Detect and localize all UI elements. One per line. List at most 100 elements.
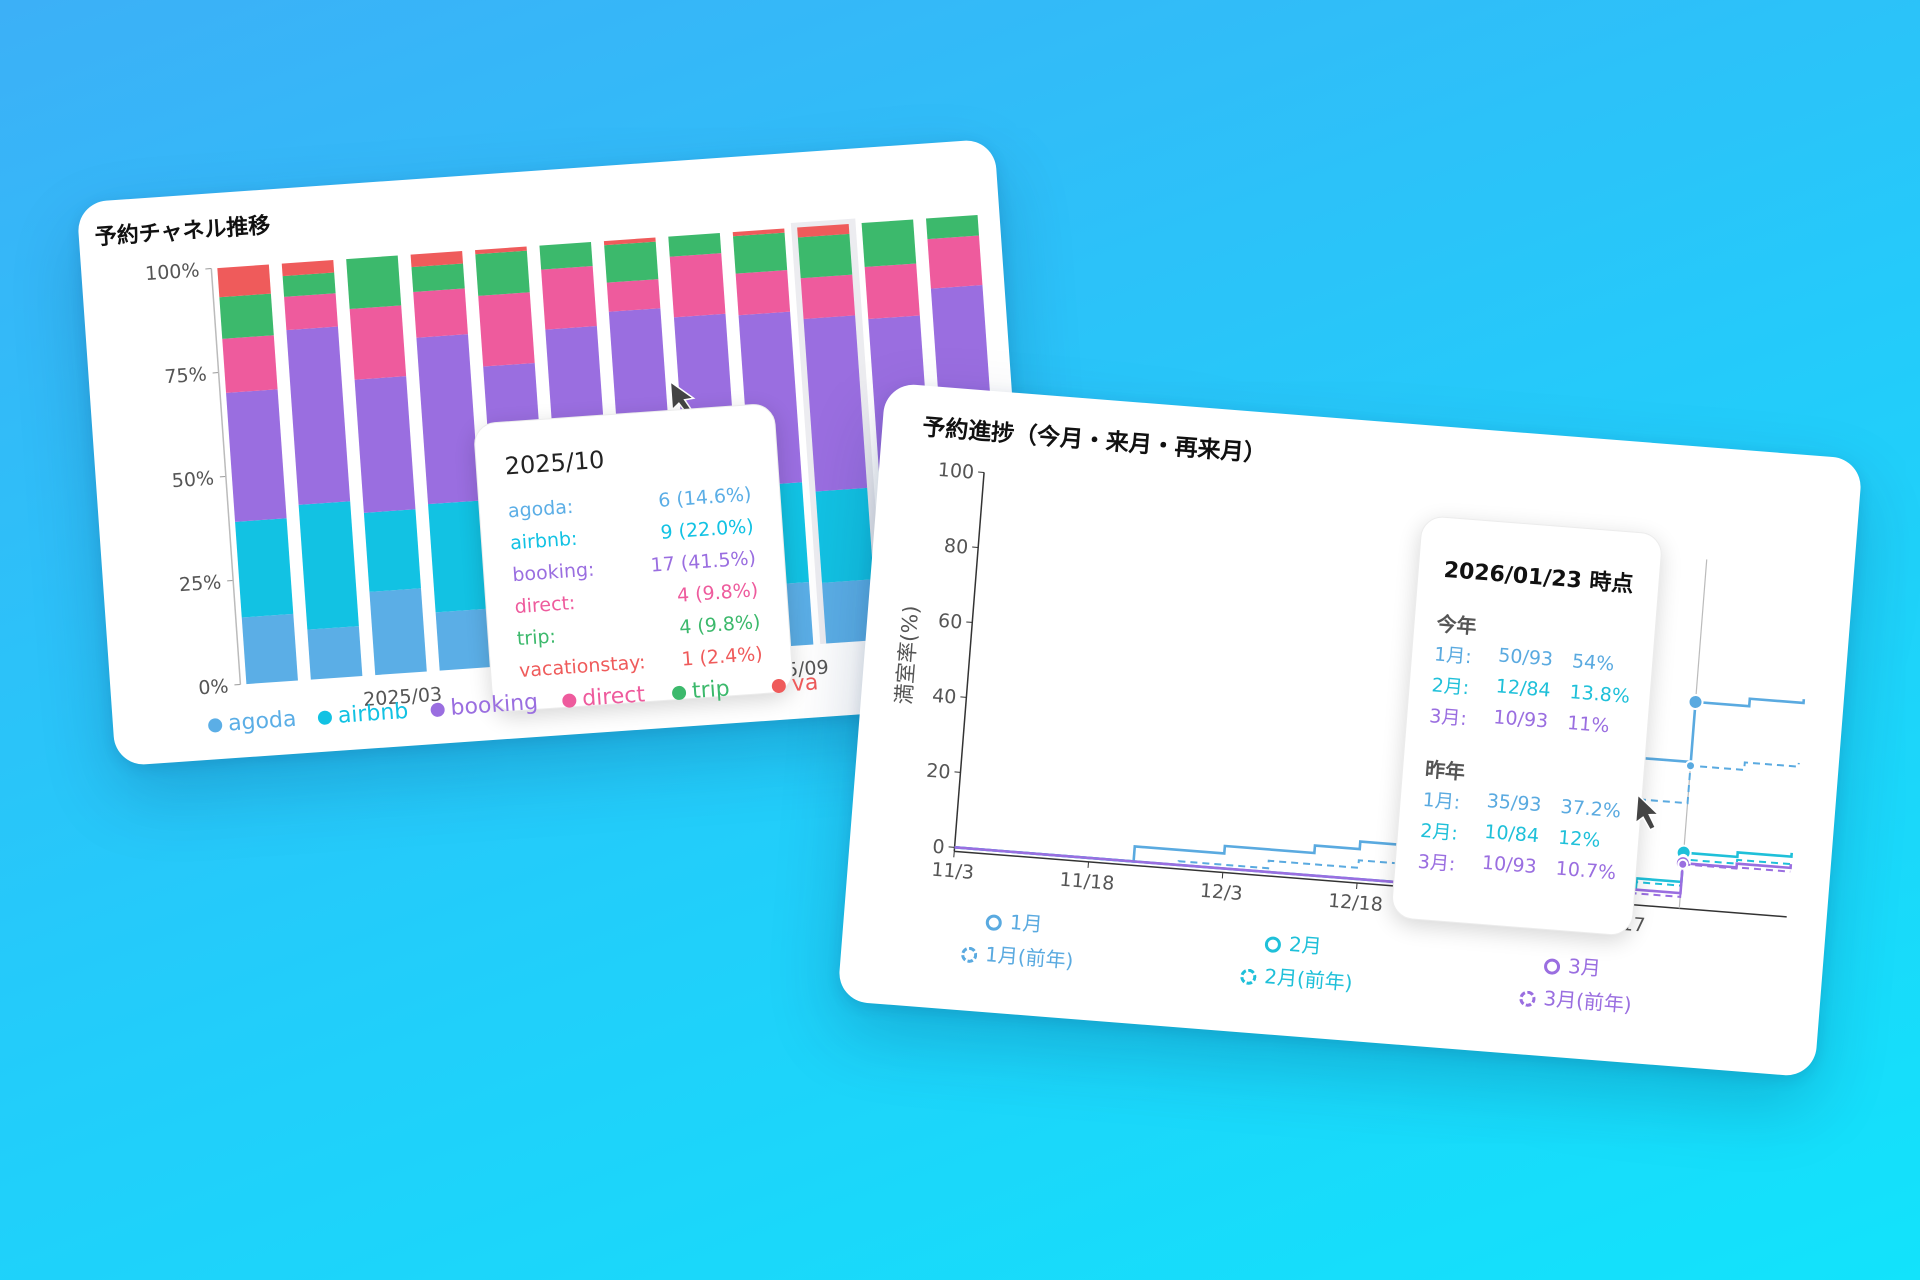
- legend-label: 2月: [1288, 931, 1323, 959]
- series-line-1月(前年): [954, 761, 1800, 870]
- legend-marker: [1264, 935, 1282, 953]
- legend-item: 2月: [1264, 926, 1323, 959]
- bar-segment-trip: [797, 233, 853, 279]
- x-axis: [954, 850, 1787, 918]
- y-tick-label: 20: [925, 760, 951, 784]
- bar-segment-trip: [219, 293, 274, 339]
- tooltip-month: 2025/10: [503, 445, 606, 481]
- tooltip-row: airbnb: 9 (22.0%): [509, 515, 754, 554]
- bar-segment-direct: [478, 292, 535, 367]
- tooltip-row: trip: 4 (9.8%): [516, 611, 761, 650]
- legend-item: 1月: [985, 904, 1044, 937]
- hover-point: [1687, 693, 1704, 710]
- bar-segment-airbnb: [235, 518, 294, 618]
- bar-segment-booking: [286, 326, 351, 505]
- bar-segment-direct: [222, 335, 278, 393]
- tooltip-row-label: airbnb:: [509, 527, 579, 555]
- tooltip-row-value: 4 (9.8%): [678, 611, 762, 639]
- bar-segment-agoda: [435, 608, 492, 671]
- y-tick-label: 40: [931, 685, 957, 709]
- legend-label: agoda: [227, 706, 298, 737]
- bar-segment-direct: [606, 279, 661, 312]
- hover-point: [1685, 760, 1697, 772]
- x-tick-label: 12/3: [1199, 880, 1243, 905]
- legend-label: trip: [691, 676, 731, 704]
- bar-segment-vacationstay: [217, 264, 271, 298]
- legend-dot: [317, 710, 333, 726]
- legend-marker: [1239, 967, 1257, 985]
- tooltip-row-value: 6 (14.6%): [657, 483, 753, 512]
- bar-segment-direct: [864, 263, 920, 320]
- legend-dot: [207, 717, 223, 733]
- bar-segment-agoda: [821, 579, 878, 644]
- bar-segment-direct: [349, 305, 407, 380]
- legend-dot: [430, 702, 446, 718]
- bar-segment-vacationstay: [410, 250, 464, 268]
- bar-segment-airbnb: [363, 509, 421, 592]
- bar-segment-booking: [354, 376, 416, 513]
- bar-segment-direct: [413, 288, 468, 338]
- bar-segment-direct: [284, 293, 338, 331]
- legend-marker: [1518, 989, 1537, 1007]
- legend-dot: [561, 693, 577, 709]
- tooltip-row-value: 9 (22.0%): [659, 515, 755, 544]
- tooltip-row-label: booking:: [511, 558, 596, 587]
- bar-segment-direct: [541, 265, 597, 330]
- progress-chart-card: 予約進捗（今月・来月・再来月） 0 20 40 60 80 100 11/3 11/18 12/…: [837, 382, 1863, 1078]
- x-tick-label: 11/3: [931, 859, 975, 884]
- hover-point: [1677, 858, 1689, 870]
- bar-segment-direct: [669, 253, 726, 318]
- tooltip-row-label: vacationstay:: [518, 651, 647, 683]
- legend-marker: [1543, 957, 1561, 975]
- bar-segment-airbnb: [815, 487, 874, 583]
- bar-segment-trip: [733, 232, 788, 274]
- bar-segment-agoda: [241, 613, 298, 685]
- bar-segment-agoda: [369, 588, 427, 676]
- y-tick-label: 100: [937, 459, 975, 484]
- x-tick-label: 11/18: [1059, 869, 1115, 895]
- tooltip-row-label: direct:: [513, 591, 577, 619]
- y-tick-label: 0%: [198, 675, 230, 699]
- bar-segment-booking: [416, 334, 480, 505]
- tooltip-row: direct: 4 (9.8%): [514, 579, 759, 618]
- legend-label: airbnb: [337, 698, 410, 729]
- y-tick-label: 60: [937, 610, 963, 634]
- bar-segment-direct: [800, 274, 856, 319]
- bar-segment-booking: [226, 389, 287, 522]
- bar-segment-trip: [282, 272, 336, 297]
- y-tick-label: 50%: [171, 467, 215, 492]
- tooltip-row-label: agoda:: [507, 495, 575, 523]
- bar-segment-vacationstay: [732, 228, 785, 237]
- bar-segment-trip: [346, 255, 402, 310]
- bar-segment-trip: [861, 219, 917, 268]
- tooltip-row-value: 17 (41.5%): [649, 547, 757, 577]
- bar-segment-booking: [803, 315, 868, 492]
- bar-segment-trip: [411, 263, 465, 293]
- tooltip-row: agoda: 6 (14.6%): [507, 483, 752, 522]
- bar-segment-trip: [539, 241, 593, 270]
- legend-item: va: [771, 670, 819, 698]
- bar-segment-trip: [604, 241, 659, 283]
- bar-segment-trip: [926, 214, 979, 240]
- y-tick-label: 25%: [178, 571, 222, 596]
- bar-segment-direct: [927, 235, 983, 289]
- bar-segment-vacationstay: [281, 259, 335, 277]
- legend-item: trip: [671, 676, 731, 705]
- bar-segment-agoda: [307, 626, 363, 680]
- y-tick-label: 75%: [164, 363, 208, 388]
- legend-label: direct: [581, 682, 646, 712]
- tooltip-row-value: 4 (9.8%): [676, 579, 759, 607]
- bar-segment-trip: [475, 250, 530, 296]
- legend-label: va: [790, 670, 820, 698]
- legend-dot: [771, 678, 787, 694]
- tooltip-row: booking: 17 (41.5%): [512, 547, 757, 586]
- legend-label: 1月: [1008, 909, 1044, 937]
- bar-segment-vacationstay: [475, 246, 527, 255]
- y-tick-label: 100%: [144, 259, 200, 285]
- legend-item: 3月: [1543, 948, 1602, 981]
- bar-segment-vacationstay: [797, 223, 850, 238]
- cursor-pointer-2: [1634, 793, 1661, 831]
- legend-dot: [671, 685, 687, 701]
- bar-segment-trip: [668, 232, 722, 257]
- y-axis: [210, 268, 242, 685]
